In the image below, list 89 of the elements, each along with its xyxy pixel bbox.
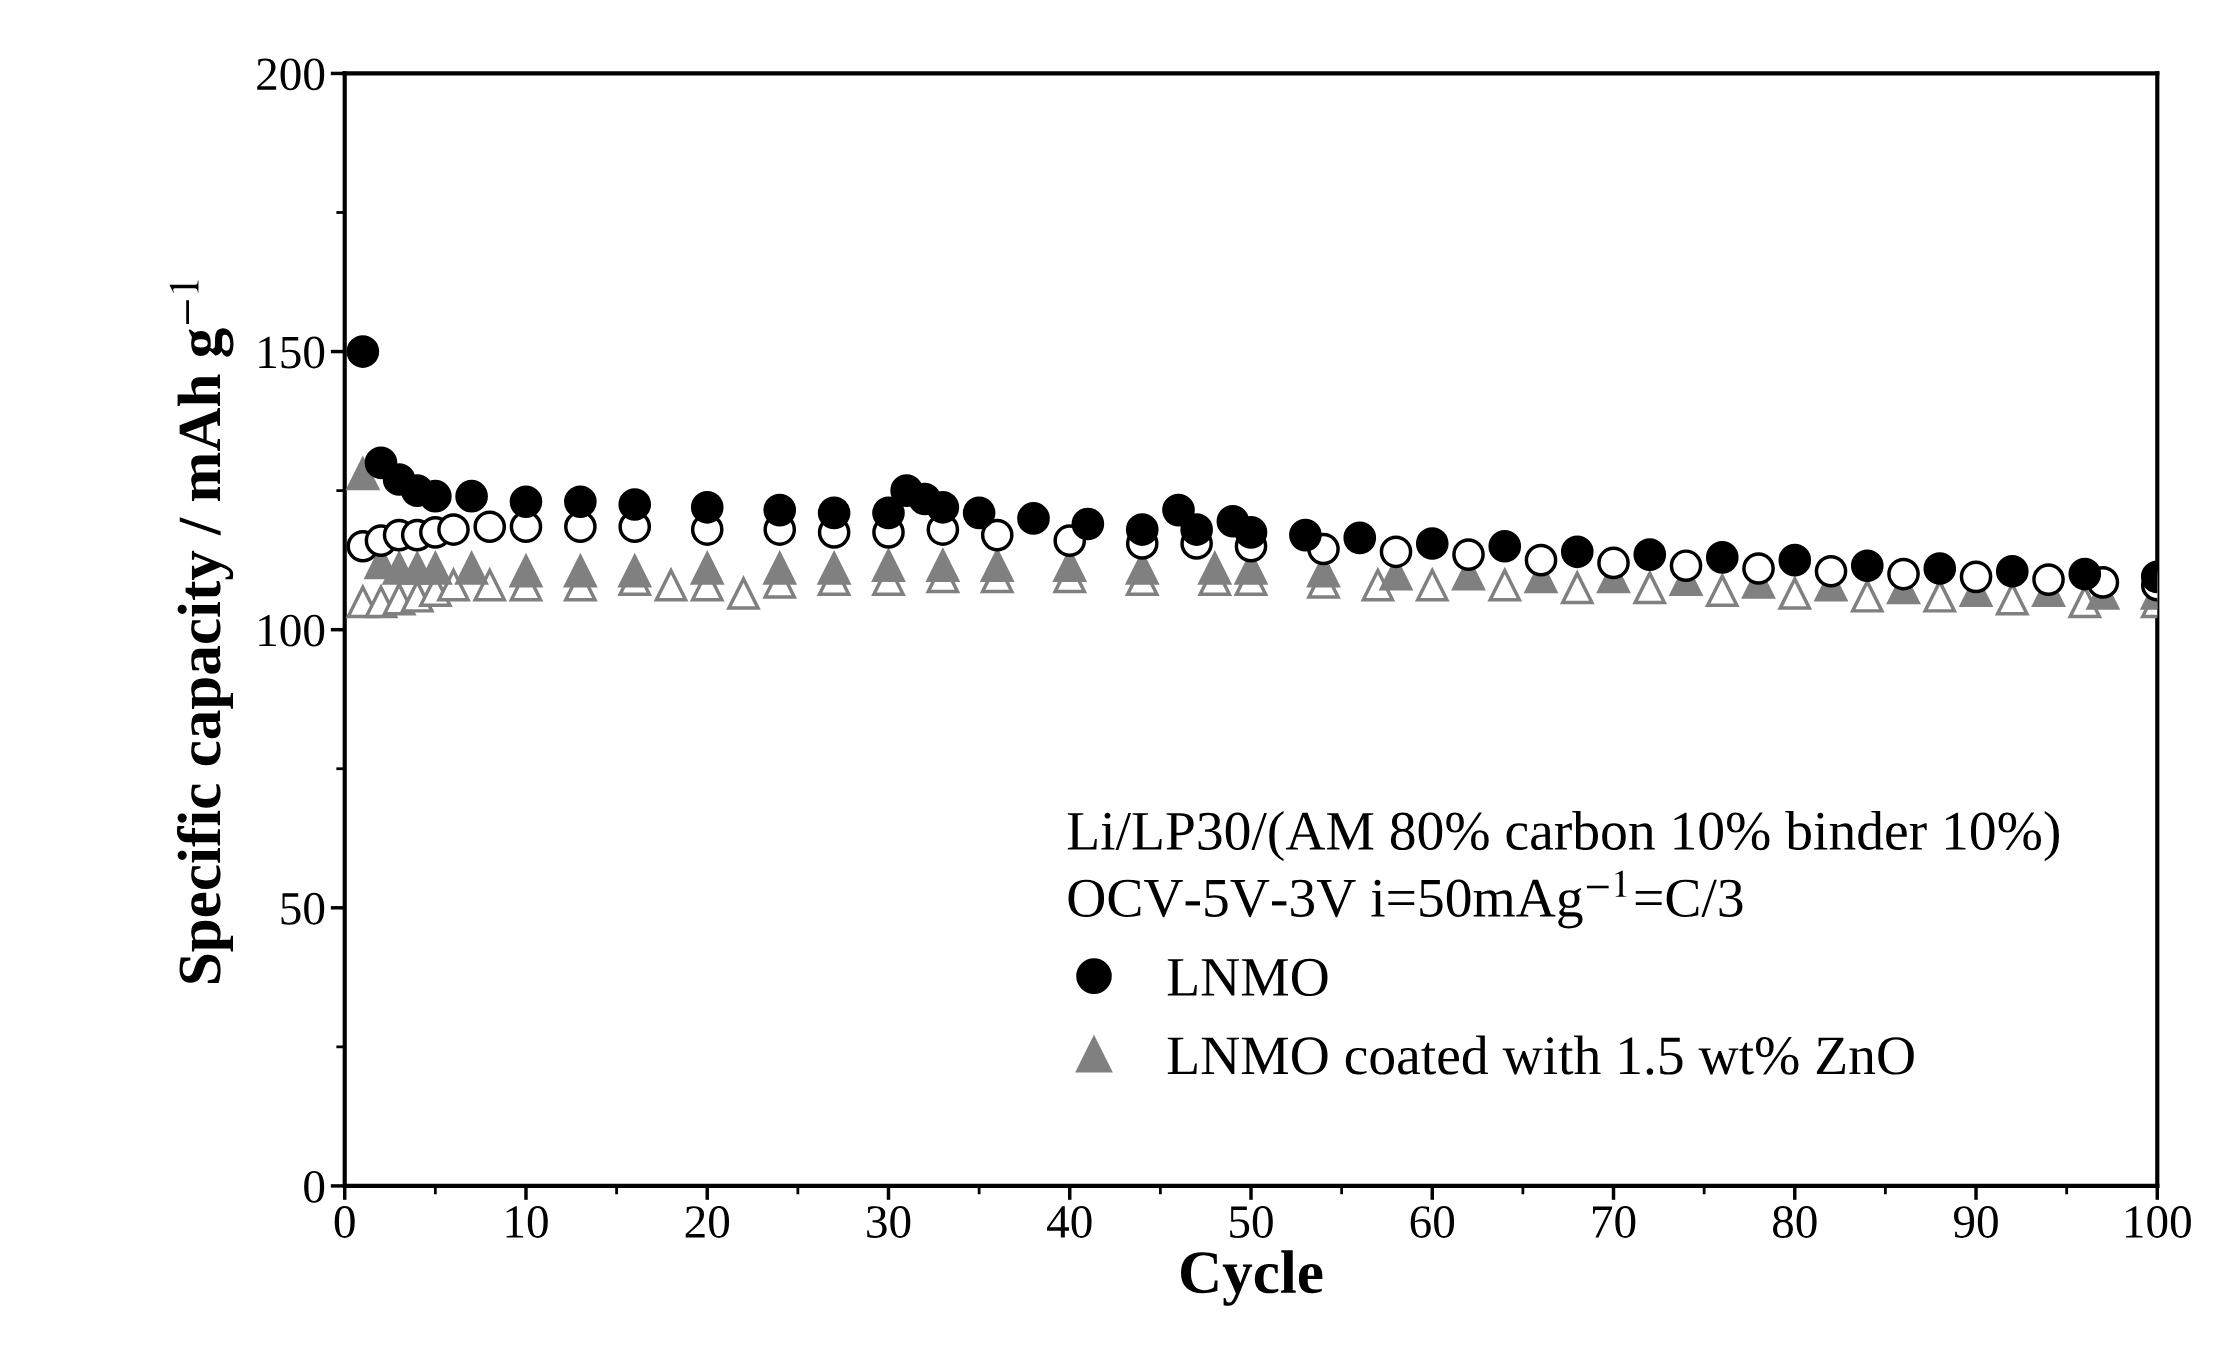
point: [1379, 535, 1413, 569]
point: [1361, 568, 1395, 602]
point: [564, 554, 597, 588]
point: [872, 549, 905, 583]
x-axis-title: Cycle: [1181, 1250, 1323, 1306]
point: [1234, 516, 1268, 549]
point: [473, 568, 507, 602]
point: [1959, 560, 1993, 594]
point: [1850, 579, 1884, 613]
point: [817, 496, 851, 530]
point: [763, 552, 797, 585]
point: [473, 510, 507, 544]
point: [1415, 527, 1449, 560]
x-tick-label: 100: [2126, 1206, 2191, 1238]
point: [1488, 568, 1522, 602]
point: [1488, 529, 1522, 563]
y-axis-title: Specific capacity / mAh g$^{−1}$: [169, 280, 234, 984]
point: [872, 496, 905, 530]
point: [509, 485, 543, 519]
point: [1560, 535, 1594, 569]
point: [419, 552, 452, 585]
legend-label: LNMO: [1167, 958, 1328, 997]
point: [1705, 574, 1739, 608]
point: [690, 490, 724, 524]
y-tick-label: 50: [281, 892, 325, 925]
point: [763, 493, 797, 527]
legend-title: Li/LP30/(AM 80% carbon 10% binder 10%) OCV-5V-3V i=50mAg$^{−1}$=C/3: [1067, 810, 2059, 929]
point: [1633, 538, 1667, 571]
x-tick-label: 0: [334, 1206, 355, 1238]
x-tick-label: 40: [1047, 1206, 1092, 1238]
point: [419, 479, 452, 513]
point: [437, 568, 470, 602]
x-tick-label: 90: [1953, 1206, 1998, 1238]
point: [980, 549, 1014, 583]
x-tick-label: 70: [1593, 1206, 1636, 1238]
point: [1705, 541, 1739, 574]
point: [1814, 554, 1848, 588]
point: [1597, 546, 1630, 580]
point: [1452, 538, 1485, 571]
point: [1198, 552, 1232, 585]
point: [346, 335, 380, 368]
point: [2032, 563, 2065, 596]
x-tick-label: 60: [1410, 1206, 1455, 1238]
point: [1778, 577, 1812, 610]
y-tick-label: 100: [259, 614, 325, 647]
point: [1560, 569, 1595, 605]
legend-label: LNMO coated with 1.5 wt% ZnO: [1167, 1035, 1914, 1075]
point: [1415, 568, 1449, 602]
point: [1778, 543, 1812, 577]
point: [618, 488, 652, 521]
point: [1742, 552, 1775, 585]
point: [1289, 518, 1322, 552]
point: [2068, 557, 2102, 591]
point: [564, 485, 597, 519]
x-tick-label: 30: [867, 1206, 911, 1238]
point: [345, 455, 380, 491]
point: [1633, 571, 1667, 605]
point: [1180, 513, 1213, 546]
point: [926, 490, 960, 524]
point: [690, 552, 724, 585]
point: [962, 496, 996, 530]
point: [1995, 554, 2029, 588]
y-tick-label: 150: [259, 336, 325, 369]
point: [1071, 507, 1105, 541]
point: [1524, 543, 1558, 577]
point: [455, 479, 488, 513]
point: [727, 577, 760, 610]
y-tick-label: 0: [304, 1170, 325, 1203]
point: [1125, 513, 1159, 546]
x-tick-label: 20: [685, 1206, 730, 1238]
point: [1923, 552, 1957, 585]
point: [1669, 549, 1703, 583]
point: [926, 549, 960, 583]
x-tick-label: 10: [506, 1206, 548, 1238]
point: [618, 554, 652, 588]
point: [1887, 557, 1920, 591]
point: [817, 552, 851, 585]
x-tick-label: 50: [1230, 1206, 1273, 1238]
point: [1850, 549, 1884, 583]
point: [437, 513, 470, 546]
point: [509, 554, 543, 588]
point: [1017, 502, 1050, 535]
point: [980, 518, 1014, 552]
point: [1162, 493, 1195, 527]
x-tick-label: 80: [1772, 1206, 1817, 1238]
y-tick-label: 200: [257, 58, 325, 91]
point: [455, 552, 488, 585]
point: [654, 568, 688, 602]
point: [1343, 521, 1377, 555]
